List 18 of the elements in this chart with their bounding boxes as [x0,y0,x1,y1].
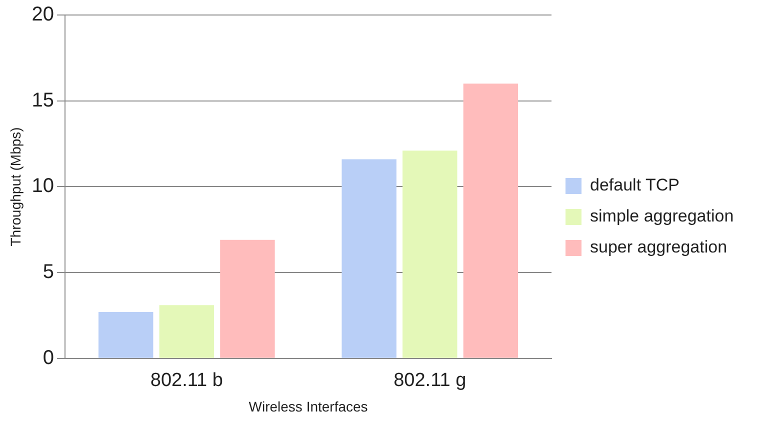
legend-label: super aggregation [590,238,728,257]
bar [98,312,154,358]
bar [463,84,518,358]
y-tick-label: 20 [32,4,54,26]
bar [342,159,396,358]
y-axis-title: Throughput (Mbps) [7,127,24,246]
x-axis-title: Wireless Interfaces [248,398,368,414]
bar [159,305,214,358]
y-tick-label: 15 [32,89,54,112]
legend-label: simple aggregation [590,206,734,226]
bar [220,240,275,358]
bar [402,150,458,358]
x-tick-label: 802.11 g [394,370,466,392]
legend-label: default TCP [590,176,680,195]
y-tick-label: 0 [42,346,54,369]
y-tick-label: 10 [32,175,54,198]
x-tick-label: 802.11 b [150,370,223,392]
y-tick-label: 5 [42,261,54,284]
